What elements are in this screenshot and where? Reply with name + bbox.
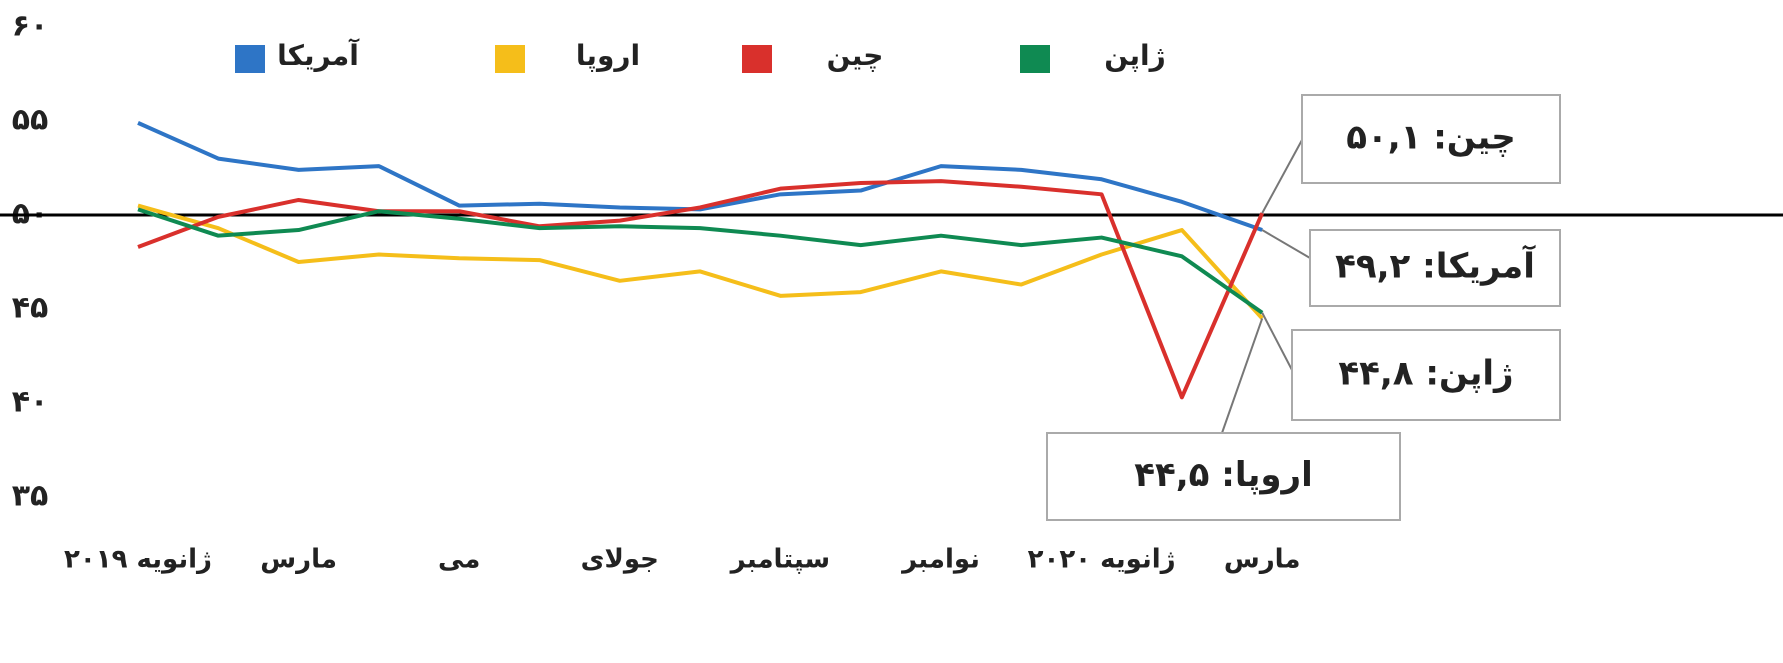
y-tick-label: ۶۰	[12, 9, 49, 44]
leader-line	[1261, 139, 1303, 214]
leader-line	[1221, 318, 1264, 434]
annotation-box	[1046, 432, 1401, 521]
y-tick-label: ۴۵	[12, 291, 49, 326]
x-tick-label: نوامبر	[900, 545, 980, 575]
x-tick-label: جولای	[581, 545, 659, 575]
legend-swatch	[1020, 45, 1050, 73]
x-tick-label: می	[438, 545, 480, 575]
legend-swatch	[495, 45, 525, 73]
annotation-box	[1301, 94, 1561, 184]
x-tick-label: مارس	[260, 545, 337, 575]
legend-label: اروپا	[576, 39, 640, 72]
leader-line	[1261, 229, 1311, 259]
leader-line	[1261, 312, 1293, 371]
x-tick-label: مارس	[1224, 545, 1301, 575]
legend-label: آمریکا	[277, 38, 360, 72]
annotation: اروپا: ۴۴,۵	[1134, 455, 1313, 495]
annotation: چین: ۵۰,۱	[1346, 118, 1516, 158]
x-tick-label: ژانویه ۲۰۲۰	[1028, 545, 1176, 575]
annotation-box	[1309, 229, 1561, 307]
y-tick-label: ۴۰	[12, 385, 49, 420]
series-line	[137, 203, 1264, 320]
series-line	[137, 179, 1265, 400]
legend-swatch	[235, 45, 265, 73]
y-tick-label: ۵۵	[12, 103, 49, 138]
legend-label: ژاپن	[1104, 39, 1165, 72]
annotation: ژاپن: ۴۴,۸	[1338, 354, 1513, 394]
series-line	[137, 207, 1264, 315]
legend-label: چین	[827, 39, 884, 72]
x-tick-label: سپتامبر	[729, 545, 830, 575]
annotation: آمریکا: ۴۹,۲	[1335, 245, 1536, 287]
annotation-box	[1291, 329, 1561, 421]
y-tick-label: ۳۵	[12, 479, 49, 514]
x-tick-label: ژانویه ۲۰۱۹	[64, 545, 212, 575]
legend-swatch	[742, 45, 772, 73]
